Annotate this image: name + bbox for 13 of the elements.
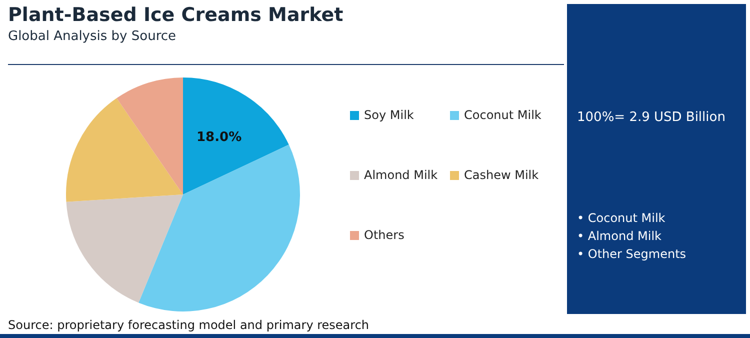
text: 100%= 2.9 USD Billion <box>577 110 726 125</box>
chart-title: Plant-Based Ice Creams Market <box>8 4 344 26</box>
text: • Almond Milk <box>577 229 662 243</box>
legend-label: Others <box>364 228 404 242</box>
text: • Coconut Milk <box>577 211 666 225</box>
legend-label: Cashew Milk <box>464 168 539 182</box>
data-label: 18.0% <box>196 130 242 146</box>
legend-label: Coconut Milk <box>464 108 542 122</box>
legend-label: Soy Milk <box>364 108 414 122</box>
text: • Other Segments <box>577 247 686 261</box>
legend-label: Almond Milk <box>364 168 438 182</box>
chart-subtitle: Global Analysis by Source <box>8 29 176 44</box>
source-note: Source: proprietary forecasting model and primary research <box>8 318 370 332</box>
